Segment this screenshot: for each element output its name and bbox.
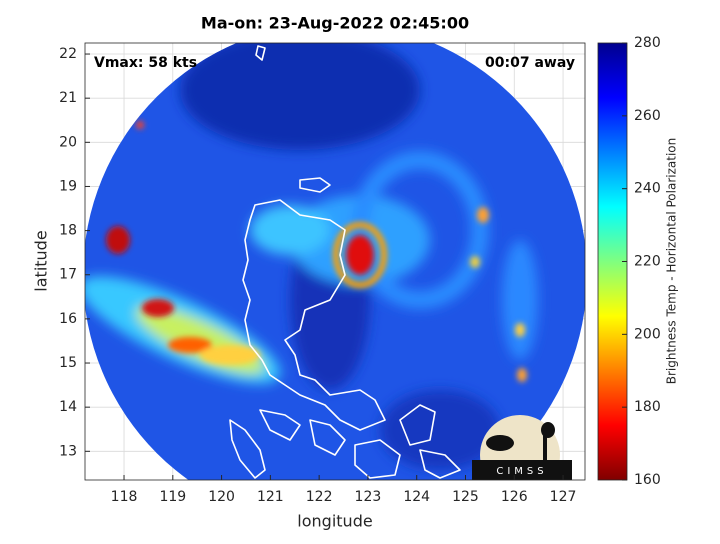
y-axis-label: latitude <box>32 230 51 291</box>
x-tick-label: 123 <box>355 489 382 505</box>
colorbar-tick-label: 180 <box>634 399 661 415</box>
y-tick-label: 21 <box>59 90 77 106</box>
x-tick-label: 119 <box>159 489 186 505</box>
colorbar-tick-label: 280 <box>634 35 661 51</box>
colorbar-tick-label: 160 <box>634 472 661 488</box>
logo: CIMSS <box>472 415 572 480</box>
colorbar-tick-label: 240 <box>634 181 661 197</box>
x-tick-label: 127 <box>550 489 577 505</box>
x-tick-label: 126 <box>501 489 528 505</box>
y-tick-label: 19 <box>59 178 77 194</box>
y-tick-label: 16 <box>59 311 77 327</box>
colorbar-tick-label: 200 <box>634 326 661 342</box>
field: CIMSS <box>85 43 585 480</box>
annotation: Vmax: 58 kts <box>94 55 197 71</box>
y-tick-label: 17 <box>59 267 77 283</box>
annotation: 00:07 away <box>485 55 575 71</box>
logo-text: CIMSS <box>496 466 547 477</box>
y-tick-label: 20 <box>59 134 77 150</box>
colorbar-tick-label: 260 <box>634 108 661 124</box>
x-tick-label: 122 <box>306 489 333 505</box>
x-tick-label: 125 <box>452 489 479 505</box>
y-tick-label: 15 <box>59 355 77 371</box>
x-tick-label: 124 <box>403 489 430 505</box>
axes-box <box>84 42 586 481</box>
y-tick-label: 14 <box>59 399 77 415</box>
x-tick-label: 121 <box>257 489 284 505</box>
x-tick-label: 118 <box>111 489 138 505</box>
colorbar-label: Brightness Temp - Horizontal Polarizatio… <box>665 138 679 385</box>
x-axis-label: longitude <box>297 512 372 531</box>
colorbar-tick-label: 220 <box>634 254 661 270</box>
chart-title: Ma-on: 23-Aug-2022 02:45:00 <box>201 14 469 33</box>
x-tick-label: 120 <box>208 489 235 505</box>
y-tick-label: 13 <box>59 443 77 459</box>
y-tick-label: 22 <box>59 46 77 62</box>
y-tick-label: 18 <box>59 223 77 239</box>
